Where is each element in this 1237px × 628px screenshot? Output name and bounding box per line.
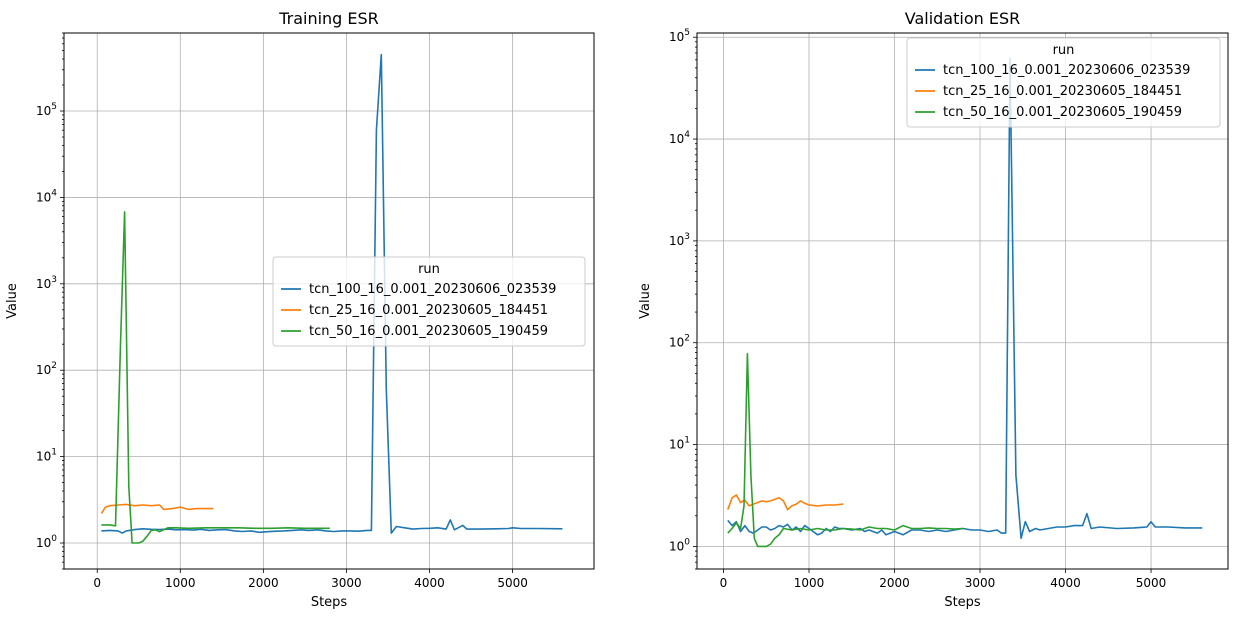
chart-title: Validation ESR (905, 9, 1020, 28)
x-axis: 0 1000 2000 3000 4000 5000 (93, 569, 528, 590)
legend-entry-2: tcn_50_16_0.001_20230605_190459 (943, 105, 1182, 120)
x-tick-label: 5000 (1136, 576, 1167, 590)
x-axis: 0 1000 2000 3000 4000 5000 (720, 569, 1167, 590)
legend-entry-0: tcn_100_16_0.001_20230606_023539 (309, 282, 556, 297)
series-line-1 (727, 494, 844, 511)
x-tick-label: 3000 (965, 576, 996, 590)
y-minor-ticks (62, 32, 64, 570)
y-tick-label: 104 (669, 130, 690, 146)
y-axis-label: Value (5, 283, 20, 319)
x-tick-label: 4000 (1050, 576, 1081, 590)
series-line-1 (100, 503, 214, 514)
grid (697, 33, 1228, 569)
y-tick-label: 100 (36, 534, 57, 550)
x-axis-label: Steps (311, 595, 348, 610)
chart-validation-esr: 0 1000 2000 3000 4000 5000 100 101 102 103 104 105 S… (638, 9, 1229, 610)
legend: run tcn_100_16_0.001_20230606_023539 tcn_2… (906, 37, 1221, 128)
x-tick-label: 2000 (248, 576, 279, 590)
series-line-2 (727, 352, 963, 548)
x-tick-label: 5000 (497, 576, 528, 590)
legend-box (272, 256, 586, 347)
legend-title: run (418, 262, 440, 277)
y-tick-label: 102 (36, 361, 57, 377)
y-axis: 100 101 102 103 104 105 (669, 28, 697, 553)
legend-entry-2: tcn_50_16_0.001_20230605_190459 (309, 324, 548, 339)
y-tick-label: 101 (36, 448, 57, 464)
x-tick-label: 2000 (879, 576, 910, 590)
chart-training-esr: 0 1000 2000 3000 4000 5000 100 101 102 103 104 105 S… (5, 9, 595, 610)
y-tick-label: 100 (669, 537, 690, 553)
y-tick-label: 105 (36, 102, 57, 118)
x-axis-label: Steps (944, 595, 981, 610)
x-tick-label: 0 (720, 576, 728, 590)
plot-frame (63, 32, 595, 570)
series-line-0 (727, 57, 1203, 540)
y-tick-label: 103 (36, 275, 57, 291)
x-tick-label: 3000 (331, 576, 362, 590)
series-line-2 (101, 211, 330, 544)
x-tick-label: 4000 (414, 576, 445, 590)
y-axis-label: Value (638, 283, 653, 319)
plot-frame (696, 32, 1229, 570)
y-tick-label: 105 (669, 28, 690, 44)
legend-entry-0: tcn_100_16_0.001_20230606_023539 (943, 63, 1190, 78)
legend-entry-1: tcn_25_16_0.001_20230605_184451 (309, 303, 548, 318)
x-tick-label: 0 (93, 576, 101, 590)
x-tick-label: 1000 (165, 576, 196, 590)
series-group (727, 57, 1203, 548)
legend: run tcn_100_16_0.001_20230606_023539 tcn_2… (272, 256, 586, 347)
y-axis: 100 101 102 103 104 105 (36, 102, 64, 550)
legend-box (906, 37, 1221, 128)
y-tick-label: 104 (36, 188, 57, 204)
x-tick-label: 1000 (794, 576, 825, 590)
legend-title: run (1053, 43, 1075, 58)
y-tick-label: 102 (669, 334, 690, 350)
y-tick-label: 101 (669, 436, 690, 452)
y-minor-ticks (695, 41, 697, 570)
chart-title: Training ESR (278, 9, 379, 28)
legend-entry-1: tcn_25_16_0.001_20230605_184451 (943, 84, 1182, 99)
series-group (100, 53, 563, 544)
y-tick-label: 103 (669, 232, 690, 248)
series-line-0 (101, 53, 563, 534)
